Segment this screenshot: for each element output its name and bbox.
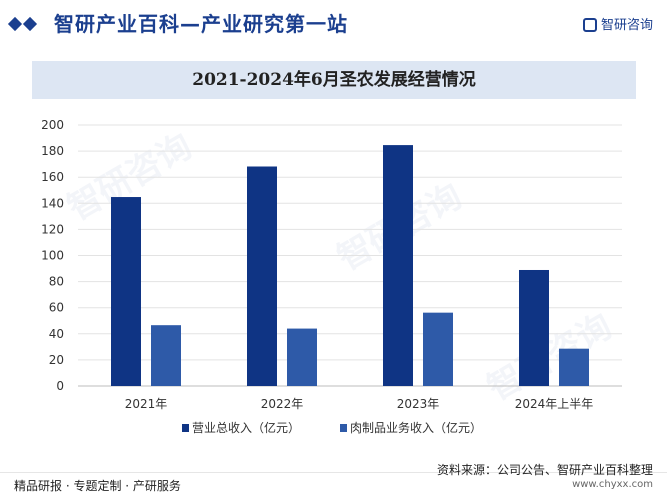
bar-total-revenue [383,145,413,386]
y-tick-label: 140 [41,196,64,210]
y-tick-labels: 0 20 40 60 80 100 120 140 160 180 200 [41,118,64,393]
bar-meat-products-revenue [423,312,453,386]
chart-title: 2021-2024年6月圣农发展经营情况 [32,61,636,99]
header: 智研产业百科—产业研究第一站 智研咨询 [0,0,667,44]
y-tick-label: 0 [56,379,64,393]
y-tick-label: 100 [41,249,64,263]
y-tick-label: 20 [49,353,64,367]
y-tick-label: 60 [49,301,64,315]
y-tick-label: 200 [41,118,64,132]
y-tick-label: 160 [41,170,64,184]
brand: 智研咨询 [582,14,653,33]
y-tick-label: 120 [41,222,64,236]
bar-total-revenue [247,166,277,386]
y-tick-label: 80 [49,275,64,289]
x-tick-label: 2022年 [261,397,304,411]
legend: 营业总收入（亿元） 肉制品业务收入（亿元） [182,420,482,435]
legend-label: 营业总收入（亿元） [192,420,300,435]
x-tick-label: 2024年上半年 [515,397,594,411]
legend-label: 肉制品业务收入（亿元） [350,420,482,435]
footer-services: 精品研报 · 专题定制 · 产研服务 [14,479,181,493]
bars [111,145,589,386]
footer-url: www.chyxx.com [572,479,653,490]
data-source: 资料来源：公司公告、智研产业百科整理 [436,463,653,477]
legend-swatch [182,424,189,432]
bar-total-revenue [111,197,141,386]
legend-swatch [340,424,347,432]
x-tick-labels: 2021年 2022年 2023年 2024年上半年 [125,397,594,411]
site-title: 智研产业百科—产业研究第一站 [54,12,348,36]
brand-logo-icon [582,18,597,32]
brand-name: 智研咨询 [600,18,653,33]
y-tick-label: 180 [41,144,64,158]
bar-meat-products-revenue [287,328,317,386]
footer: 精品研报 · 专题定制 · 产研服务 资料来源：公司公告、智研产业百科整理 ww… [0,463,667,499]
bar-meat-products-revenue [559,348,589,386]
x-tick-label: 2021年 [125,397,168,411]
y-tick-label: 40 [49,327,64,341]
bar-total-revenue [519,269,549,386]
x-tick-label: 2023年 [397,397,440,411]
bar-meat-products-revenue [151,325,181,386]
header-diamond-icons [7,14,40,33]
